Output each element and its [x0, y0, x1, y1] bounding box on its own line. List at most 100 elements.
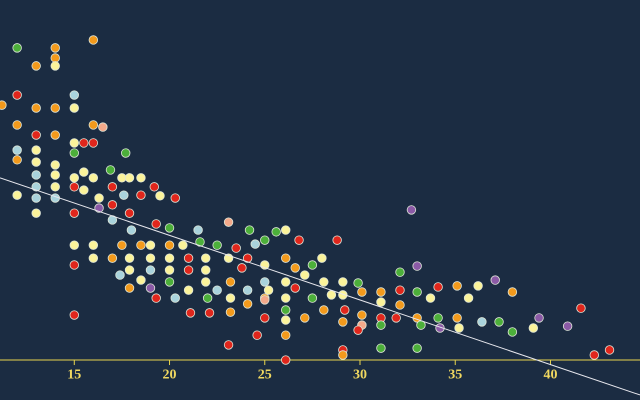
point: [69, 310, 79, 320]
point: [50, 103, 60, 113]
point: [260, 313, 270, 323]
point: [136, 173, 146, 183]
point: [307, 260, 318, 270]
point: [69, 240, 79, 250]
point: [164, 253, 175, 263]
point: [281, 315, 291, 325]
point: [281, 225, 291, 235]
point: [0, 100, 7, 110]
point: [252, 330, 262, 340]
point: [69, 90, 79, 100]
point: [231, 243, 241, 253]
point: [79, 167, 89, 177]
point: [12, 90, 22, 100]
point: [183, 285, 194, 295]
point: [435, 323, 445, 333]
point: [117, 240, 127, 250]
point: [452, 313, 462, 323]
point: [107, 253, 118, 263]
point: [88, 240, 99, 250]
point: [412, 287, 422, 297]
point: [294, 235, 304, 245]
point: [145, 253, 156, 263]
point: [31, 170, 41, 180]
x-tick-label: 35: [448, 367, 462, 382]
point: [454, 323, 464, 333]
point: [225, 277, 236, 287]
point: [149, 182, 159, 192]
point: [528, 323, 539, 333]
point: [562, 321, 573, 331]
point: [212, 285, 222, 295]
x-tick-label: 40: [543, 367, 557, 382]
point: [145, 283, 156, 293]
point: [281, 330, 291, 340]
point: [170, 293, 180, 303]
point: [290, 283, 300, 293]
point: [88, 138, 99, 148]
point: [115, 270, 125, 280]
point: [353, 325, 363, 335]
point: [395, 300, 405, 310]
point: [136, 190, 146, 200]
point: [534, 313, 544, 323]
point: [88, 120, 99, 130]
point: [425, 293, 436, 303]
point: [604, 345, 615, 355]
point: [376, 297, 386, 307]
point: [31, 193, 41, 203]
x-tick-label: 25: [258, 367, 272, 382]
point: [170, 193, 180, 203]
point: [124, 265, 135, 275]
point: [225, 293, 236, 303]
point: [271, 227, 281, 237]
point: [473, 281, 483, 291]
x-tick-label: 30: [353, 367, 367, 382]
point: [12, 120, 22, 130]
point: [31, 145, 41, 155]
point: [50, 53, 60, 63]
point: [151, 293, 161, 303]
point: [353, 278, 363, 288]
point: [204, 308, 215, 318]
point: [281, 293, 291, 303]
point: [178, 240, 188, 250]
point: [31, 130, 41, 140]
point: [136, 240, 146, 250]
point: [376, 287, 386, 297]
point: [307, 293, 318, 303]
point: [281, 305, 291, 315]
point: [145, 240, 156, 250]
point: [225, 307, 236, 317]
point: [223, 217, 234, 227]
point: [69, 173, 79, 183]
point: [88, 35, 99, 45]
point: [145, 265, 156, 275]
point: [69, 103, 79, 113]
point: [31, 61, 41, 71]
point: [164, 223, 175, 233]
point: [31, 103, 41, 113]
point: [507, 327, 518, 337]
point: [332, 235, 342, 245]
point: [12, 190, 22, 200]
point: [88, 253, 99, 263]
point: [317, 253, 327, 263]
point: [477, 317, 487, 327]
point: [183, 265, 194, 275]
point: [290, 263, 300, 273]
point: [250, 239, 260, 249]
point: [281, 277, 291, 287]
point: [242, 285, 253, 295]
point: [69, 138, 79, 148]
point: [412, 261, 422, 271]
point: [124, 283, 135, 293]
point: [300, 270, 310, 280]
point: [50, 61, 60, 71]
point: [376, 343, 386, 353]
point: [12, 145, 22, 155]
point: [201, 253, 211, 263]
point: [281, 355, 291, 365]
point: [50, 160, 60, 170]
